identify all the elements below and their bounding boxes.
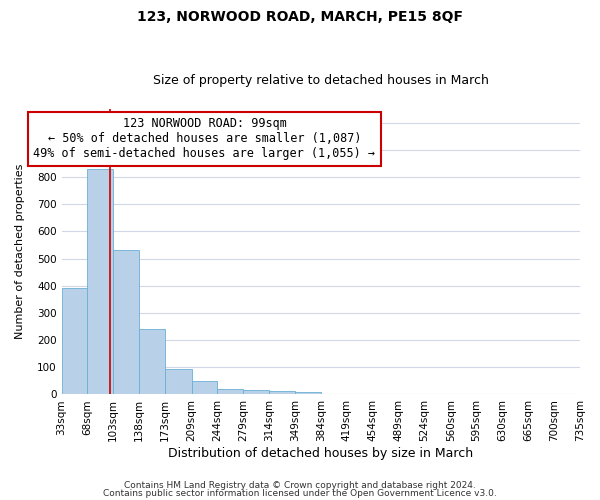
Bar [139, 329, 165, 394]
Bar [113, 250, 139, 394]
X-axis label: Distribution of detached houses by size in March: Distribution of detached houses by size … [168, 447, 473, 460]
Y-axis label: Number of detached properties: Number of detached properties [15, 164, 25, 340]
Bar [269, 391, 295, 394]
Bar [295, 392, 321, 394]
Title: Size of property relative to detached houses in March: Size of property relative to detached ho… [153, 74, 489, 87]
Text: Contains public sector information licensed under the Open Government Licence v3: Contains public sector information licen… [103, 488, 497, 498]
Bar [165, 368, 191, 394]
Bar [217, 389, 243, 394]
Text: 123 NORWOOD ROAD: 99sqm
← 50% of detached houses are smaller (1,087)
49% of semi: 123 NORWOOD ROAD: 99sqm ← 50% of detache… [34, 118, 376, 160]
Text: Contains HM Land Registry data © Crown copyright and database right 2024.: Contains HM Land Registry data © Crown c… [124, 481, 476, 490]
Bar [62, 288, 88, 395]
Bar [88, 169, 113, 394]
Text: 123, NORWOOD ROAD, MARCH, PE15 8QF: 123, NORWOOD ROAD, MARCH, PE15 8QF [137, 10, 463, 24]
Bar [243, 390, 269, 394]
Bar [191, 381, 217, 394]
